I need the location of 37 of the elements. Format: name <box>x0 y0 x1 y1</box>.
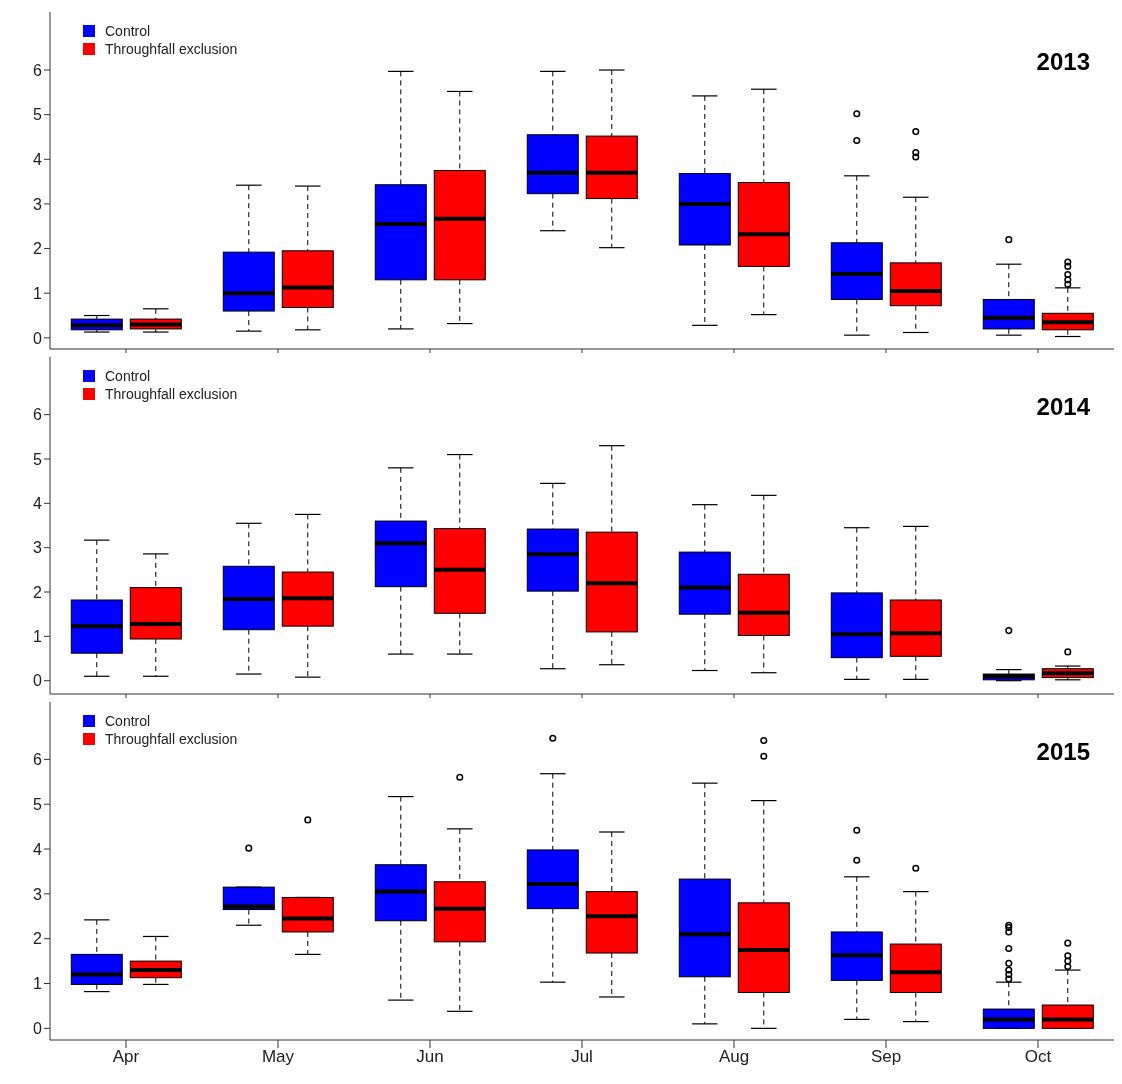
x-tick-label: Jul <box>571 1047 593 1067</box>
y-tick-label: 2 <box>33 583 43 601</box>
x-tick-label: Apr <box>112 1047 140 1067</box>
y-tick-label: 6 <box>33 751 43 769</box>
legend-label: Throughfall exclusion <box>105 40 238 58</box>
legend-label: Control <box>105 367 151 385</box>
text: 2013 <box>1036 48 1090 76</box>
y-tick-label: 0 <box>33 1020 43 1038</box>
y-tick-label: 0 <box>33 329 43 347</box>
y-tick-label: 1 <box>33 628 43 646</box>
y-tick-label: 0 <box>33 672 43 690</box>
legend-label: Throughfall exclusion <box>105 385 238 403</box>
y-tick-label: 3 <box>33 539 43 557</box>
y-tick-label: 2 <box>33 930 43 948</box>
y-tick-label: 3 <box>33 885 43 903</box>
y-tick-label: 1 <box>33 975 43 993</box>
y-tick-label: 5 <box>33 795 43 813</box>
text: 2015 <box>1036 738 1090 766</box>
text: 2014 <box>1036 393 1090 421</box>
y-tick-label: 4 <box>33 840 43 858</box>
y-tick-label: 2 <box>33 240 43 258</box>
legend-label: Throughfall exclusion <box>105 730 238 748</box>
legend-label: Control <box>105 22 151 40</box>
y-tick-label: 4 <box>33 150 43 168</box>
y-tick-label: 5 <box>33 450 43 468</box>
x-tick-label: Jun <box>416 1047 444 1067</box>
y-tick-label: 5 <box>33 106 43 124</box>
x-tick-label: Oct <box>1024 1047 1052 1067</box>
y-tick-label: 6 <box>33 406 43 424</box>
x-tick-label: Aug <box>718 1047 750 1067</box>
y-tick-label: 6 <box>33 61 43 79</box>
x-tick-label: May <box>261 1047 295 1067</box>
x-tick-label: Sep <box>870 1047 902 1067</box>
y-tick-label: 1 <box>33 284 43 302</box>
y-tick-label: 3 <box>33 195 43 213</box>
legend-label: Control <box>105 712 151 730</box>
y-tick-label: 4 <box>33 495 43 513</box>
